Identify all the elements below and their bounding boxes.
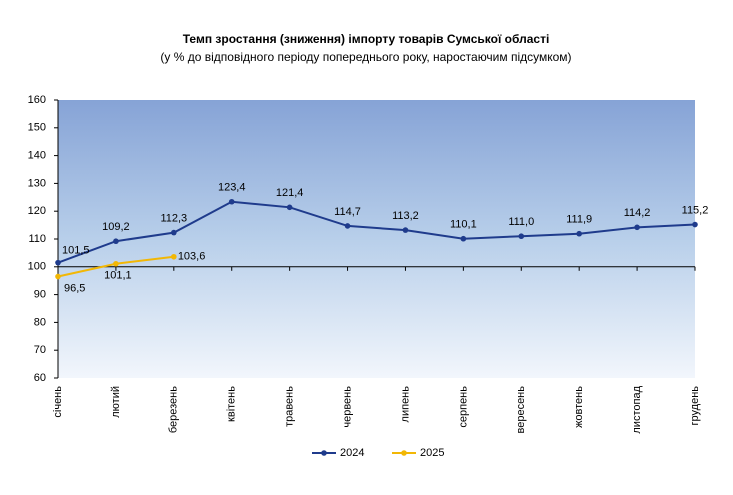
- data-label: 111,9: [566, 214, 592, 226]
- legend-label: 2024: [340, 447, 364, 459]
- data-point: [113, 238, 119, 245]
- plot-area: [58, 100, 695, 378]
- y-tick-label: 160: [28, 94, 46, 106]
- data-point: [692, 221, 698, 228]
- x-tick-label: червень: [341, 386, 353, 428]
- y-tick-label: 60: [34, 372, 46, 384]
- series-line: [57, 200, 696, 264]
- y-tick-label: 100: [28, 261, 46, 273]
- y-tick-label: 70: [34, 344, 46, 356]
- x-tick-label: листопад: [631, 385, 643, 433]
- legend-label: 2025: [420, 447, 444, 459]
- data-point: [460, 235, 467, 242]
- chart-title: Темп зростання (зниження) імпорту товарі…: [183, 32, 550, 46]
- y-tick-label: 80: [34, 316, 46, 328]
- x-tick-label: квітень: [226, 386, 238, 422]
- data-label: 96,5: [64, 282, 85, 294]
- x-tick-label: липень: [399, 386, 411, 423]
- data-label: 113,2: [392, 210, 419, 222]
- legend-marker: [321, 450, 327, 456]
- data-point: [171, 253, 177, 260]
- data-point: [634, 224, 640, 231]
- x-tick-label: вересень: [515, 386, 527, 434]
- x-tick-label: лютий: [110, 386, 122, 418]
- y-tick-label: 130: [28, 177, 46, 189]
- y-tick-label: 120: [28, 205, 46, 217]
- x-tick-label: грудень: [689, 386, 701, 426]
- chart-subtitle: (у % до відповідного періоду попередньог…: [160, 50, 571, 64]
- data-point: [113, 260, 119, 267]
- data-label: 123,4: [218, 182, 246, 194]
- data-point: [402, 227, 409, 233]
- data-label: 121,4: [276, 187, 304, 199]
- data-label: 114,7: [334, 206, 361, 218]
- data-point: [55, 273, 61, 280]
- y-tick-label: 90: [34, 289, 46, 301]
- data-point: [55, 259, 61, 266]
- data-label: 111,0: [508, 216, 534, 228]
- data-label: 101,1: [104, 270, 132, 282]
- data-label: 112,3: [160, 213, 187, 225]
- data-label: 103,6: [178, 251, 206, 263]
- legend-marker: [401, 450, 407, 456]
- data-label: 110,1: [450, 219, 477, 231]
- data-label: 114,2: [624, 207, 651, 219]
- x-tick-label: серпень: [457, 386, 469, 428]
- data-point: [576, 230, 582, 237]
- x-tick-label: березень: [168, 386, 180, 433]
- y-tick-label: 110: [28, 233, 46, 245]
- data-label: 109,2: [102, 221, 130, 233]
- data-point: [518, 233, 525, 240]
- y-tick-label: 150: [28, 122, 46, 134]
- data-point: [286, 204, 293, 211]
- x-tick-label: травень: [284, 386, 296, 427]
- data-point: [171, 229, 177, 236]
- x-tick-label: січень: [52, 386, 64, 418]
- y-tick-label: 140: [28, 150, 46, 162]
- data-point: [344, 223, 351, 229]
- data-point: [228, 198, 235, 205]
- data-label: 115,2: [682, 204, 709, 216]
- data-label: 101,5: [62, 245, 90, 257]
- x-tick-label: жовтень: [573, 386, 585, 428]
